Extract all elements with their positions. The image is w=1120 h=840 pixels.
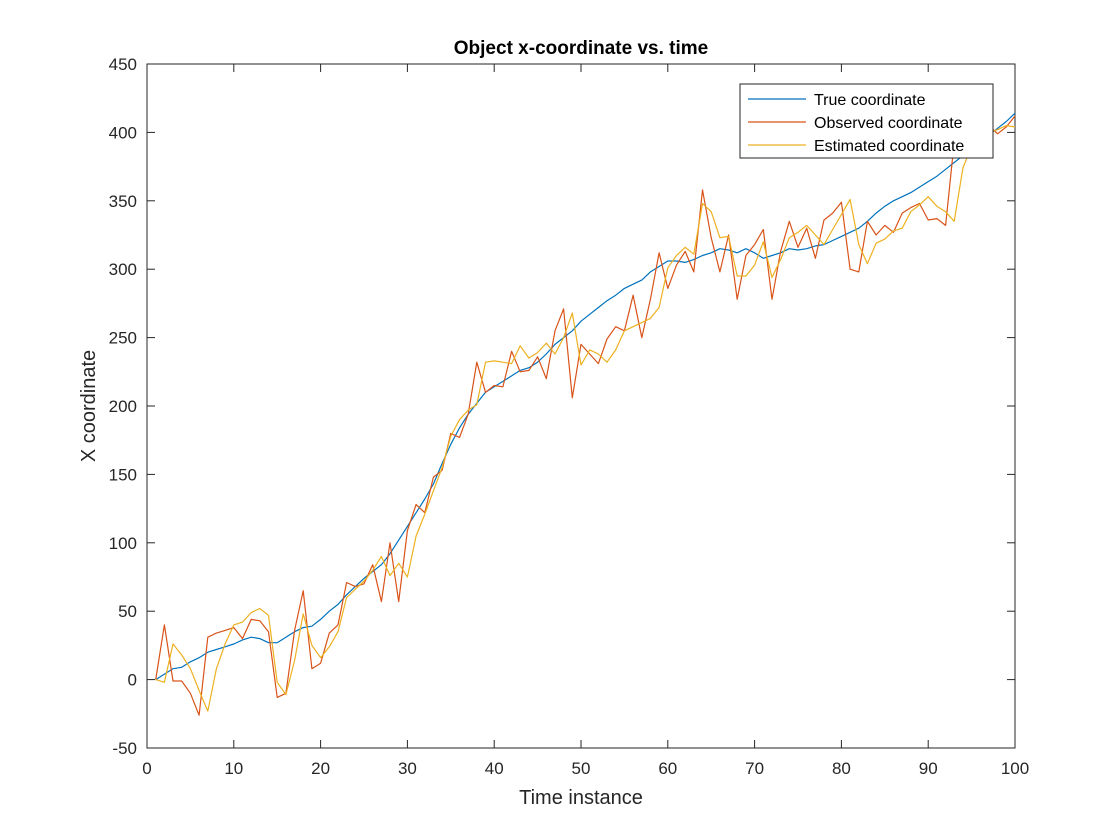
y-tick-label: 450: [109, 55, 137, 74]
legend-label-estimated-coordinate: Estimated coordinate: [814, 138, 964, 155]
y-tick-label: 150: [109, 465, 137, 484]
x-tick-label: 0: [142, 759, 151, 778]
y-tick-label: 200: [109, 397, 137, 416]
x-tick-label: 70: [745, 759, 764, 778]
x-tick-label: 50: [572, 759, 591, 778]
y-tick-label: 50: [118, 602, 137, 621]
x-tick-label: 30: [398, 759, 417, 778]
y-tick-label: 100: [109, 534, 137, 553]
y-tick-label: 350: [109, 192, 137, 211]
x-tick-label: 90: [919, 759, 938, 778]
x-tick-label: 10: [224, 759, 243, 778]
series-line-true-coordinate: [155, 112, 1016, 681]
legend-label-true-coordinate: True coordinate: [814, 92, 926, 109]
y-tick-label: 250: [109, 329, 137, 348]
y-tick-label: -50: [112, 739, 137, 758]
x-tick-label: 100: [1001, 759, 1029, 778]
legend-label-observed-coordinate: Observed coordinate: [814, 115, 963, 132]
chart-title: Object x-coordinate vs. time: [454, 38, 708, 59]
y-tick-label: 0: [128, 671, 137, 690]
y-axis-label: X coordinate: [78, 350, 100, 462]
axis-ticks: 0 10 20 30 40 50 60 70 80 90 100 -50 0 50 100 150 200 250…: [109, 55, 1030, 778]
y-tick-label: 400: [109, 123, 137, 142]
series-lines: [155, 112, 1016, 716]
series-line-estimated-coordinate: [155, 124, 1016, 712]
series-line-observed-coordinate: [155, 115, 1016, 716]
x-tick-label: 60: [658, 759, 677, 778]
legend-box: [739, 83, 994, 159]
plot-area: 0 10 20 30 40 50 60 70 80 90 100 -50 0 50 100 150 200 250…: [109, 55, 1030, 778]
x-tick-label: 80: [832, 759, 851, 778]
x-tick-label: 40: [485, 759, 504, 778]
x-tick-label: 20: [311, 759, 330, 778]
x-axis-label: Time instance: [519, 787, 643, 809]
legend: True coordinate Observed coordinate Estima…: [739, 83, 994, 159]
y-tick-label: 300: [109, 260, 137, 279]
axes-box: [146, 63, 1016, 749]
